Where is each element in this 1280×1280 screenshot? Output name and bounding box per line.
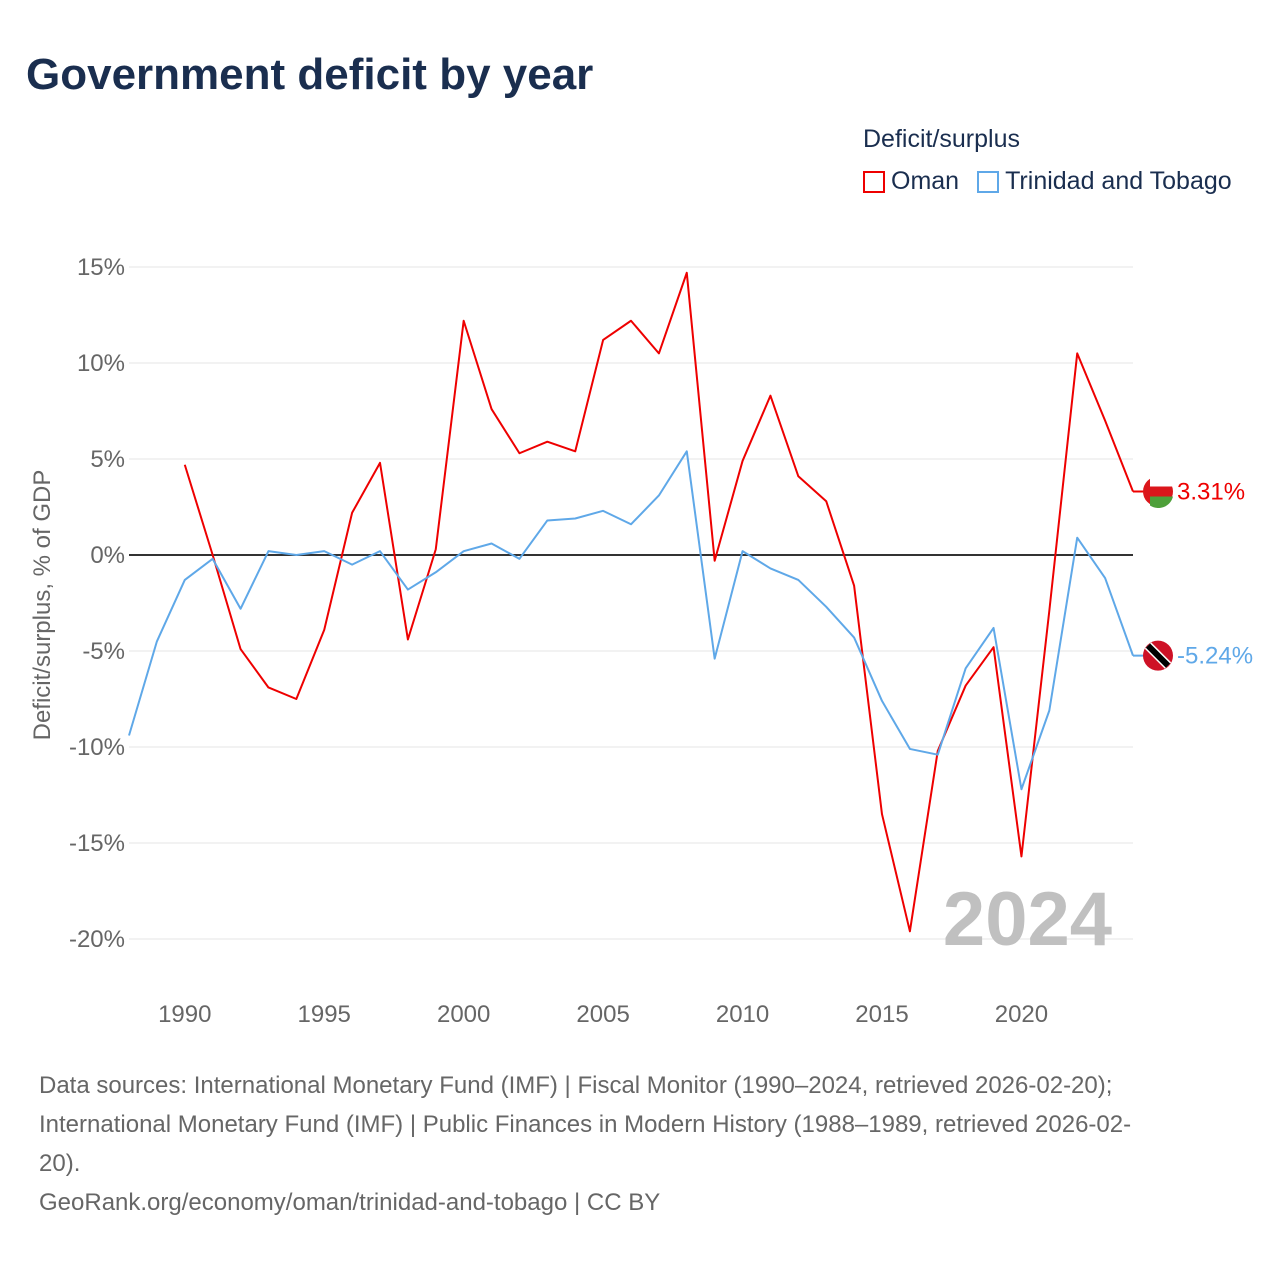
legend-label-oman: Oman [891, 167, 960, 195]
legend: Oman Trinidad and Tobago [863, 167, 1232, 196]
end-value-label: 3.31% [1177, 478, 1245, 505]
x-tick-label: 2020 [995, 1001, 1048, 1028]
x-tick-label: 2015 [855, 1001, 908, 1028]
source-notes: Data sources: International Monetary Fun… [39, 1066, 1239, 1222]
x-tick-label: 2010 [716, 1001, 769, 1028]
x-tick-label: 2005 [576, 1001, 629, 1028]
source-link[interactable]: GeoRank.org/economy/oman/trinidad-and-to… [39, 1189, 661, 1216]
end-value-label: -5.24% [1177, 643, 1253, 670]
legend-swatch-trinidad [977, 170, 1000, 193]
y-tick-label: -15% [69, 830, 125, 857]
year-watermark: 2024 [943, 877, 1112, 962]
flag-black-stripe [1145, 643, 1171, 668]
legend-item-trinidad[interactable]: Trinidad and Tobago [977, 167, 1232, 196]
legend-label-trinidad: Trinidad and Tobago [1005, 167, 1232, 195]
source-line: International Monetary Fund (IMF) | Publ… [39, 1111, 1132, 1138]
y-tick-label: 15% [77, 254, 125, 281]
legend-swatch-oman [863, 170, 885, 193]
x-tick-label: 2000 [437, 1001, 490, 1028]
x-tick-label: 1990 [158, 1001, 211, 1028]
y-tick-label: -20% [69, 926, 125, 953]
flag-white-band [1150, 474, 1173, 487]
y-axis-label: Deficit/surplus, % of GDP [29, 470, 56, 741]
source-line: 20). [39, 1150, 81, 1177]
chart-title: Government deficit by year [26, 50, 594, 99]
y-tick-label: -5% [82, 638, 125, 665]
y-tick-label: 5% [90, 446, 125, 473]
series-line-oman [183, 271, 1134, 933]
flag-green-band [1150, 496, 1173, 509]
legend-item-oman[interactable]: Oman [863, 167, 959, 196]
x-tick-label: 1995 [298, 1001, 351, 1028]
series-line-trinidad-and-tobago [128, 450, 1134, 791]
y-tick-label: -10% [69, 734, 125, 761]
y-tick-label: 10% [77, 350, 125, 377]
y-tick-label: 0% [90, 542, 125, 569]
plot-area: 15% 10% 5% 0% -5% -10% -15% -20% 1990 1995 2000 200… [29, 254, 1253, 1028]
source-line: Data sources: International Monetary Fun… [39, 1072, 1113, 1099]
legend-title: Deficit/surplus [863, 125, 1020, 153]
